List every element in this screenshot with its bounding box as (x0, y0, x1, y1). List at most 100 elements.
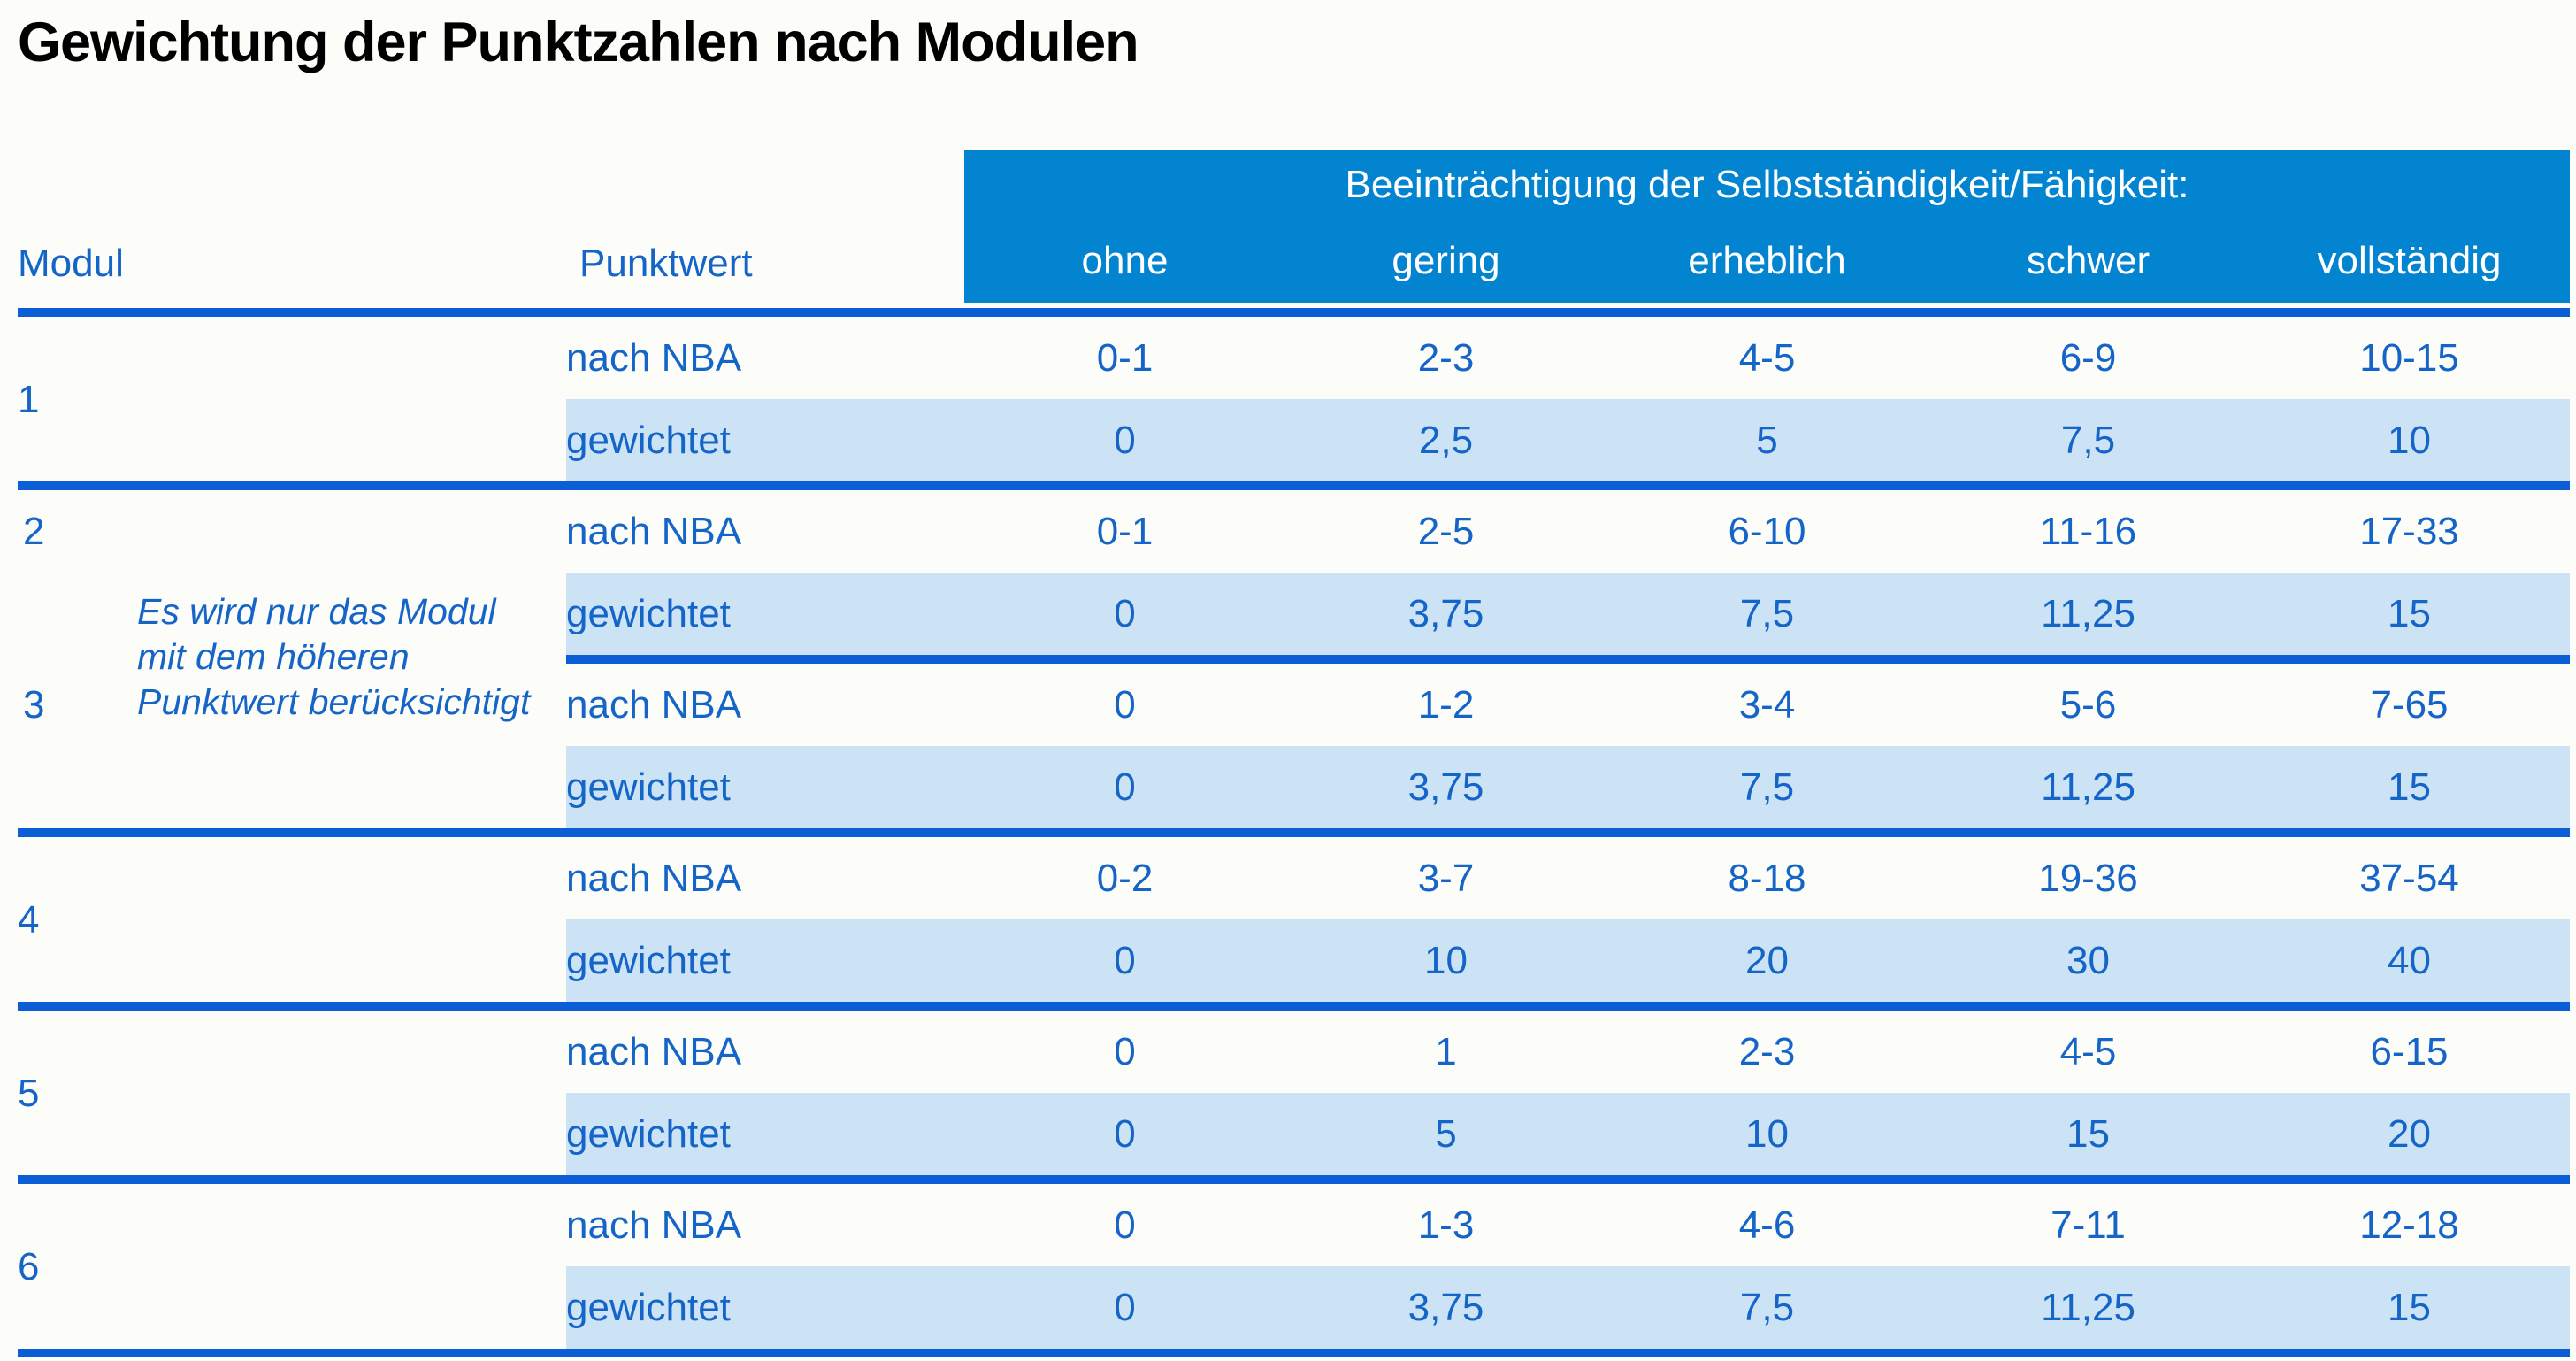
value-cell: 37-54 (2359, 856, 2459, 900)
value-cell: 3,75 (1285, 573, 1606, 655)
row-label-nach-nba: nach NBA (566, 856, 742, 900)
value-cell: 4-6 (1738, 1203, 1796, 1247)
module-number: 2 (23, 510, 45, 553)
value-cell: 0 (964, 919, 1285, 1002)
value-cell: 15 (2249, 1266, 2570, 1349)
group-header-row: Beeinträchtigung der Selbstständigkeit/F… (18, 150, 2570, 219)
value-cell: 15 (2249, 573, 2570, 655)
value-cell: 11,25 (1928, 573, 2249, 655)
value-cell: 15 (2249, 746, 2570, 828)
column-header-modul: Modul (18, 242, 124, 285)
value-cell: 0-1 (1096, 335, 1154, 380)
value-cell: 5 (1606, 399, 1928, 481)
table-row: gewichtet 0 3,75 7,5 11,25 15 (18, 1266, 2570, 1349)
column-header-punktwert: Punktwert (579, 242, 753, 285)
value-cell: 8-18 (1728, 856, 1806, 900)
value-cell: 2,5 (1285, 399, 1606, 481)
column-header-erheblich: erheblich (1606, 219, 1928, 308)
separator-row (18, 1002, 2570, 1011)
value-cell: 7,5 (1606, 1266, 1928, 1349)
value-cell: 0-2 (1096, 856, 1154, 900)
table-row: nach NBA 0 1-2 3-4 5-6 7-65 (18, 664, 2570, 746)
column-header-schwer: schwer (1928, 219, 2249, 308)
module-number: 4 (18, 897, 40, 942)
value-cell: 17-33 (2359, 509, 2459, 553)
column-header-vollstaendig: vollständig (2249, 219, 2570, 308)
module-number: 3 (23, 683, 45, 727)
value-cell: 0 (964, 1093, 1285, 1175)
table-row: 1 nach NBA 0-1 2-3 4-5 6-9 10-15 (18, 317, 2570, 421)
value-cell: 6-10 (1728, 509, 1806, 553)
value-cell: 11-16 (2039, 509, 2137, 553)
value-cell: 7,5 (1928, 399, 2249, 481)
table-row: 5 nach NBA 0 1 2-3 4-5 6-15 (18, 1011, 2570, 1115)
value-cell: 30 (1928, 919, 2249, 1002)
separator-row (18, 828, 2570, 837)
value-cell: 0 (1114, 1029, 1136, 1073)
column-header-ohne: ohne (964, 219, 1285, 308)
row-label-nach-nba: nach NBA (566, 1203, 742, 1247)
row-label-gewichtet: gewichtet (566, 746, 964, 828)
value-cell: 0 (964, 399, 1285, 481)
impairment-group-header: Beeinträchtigung der Selbstständigkeit/F… (964, 150, 2570, 219)
value-cell: 0-1 (1096, 509, 1154, 553)
separator-row (18, 481, 2570, 490)
value-cell: 5-6 (2059, 682, 2117, 727)
module-number: 5 (18, 1071, 40, 1115)
weighting-table: Beeinträchtigung der Selbstständigkeit/F… (18, 150, 2570, 1357)
value-cell: 6-15 (2370, 1029, 2449, 1073)
module-note-line: mit dem höheren (137, 636, 410, 677)
separator (18, 828, 2570, 837)
separator-row (18, 308, 2570, 317)
value-cell: 2-3 (1417, 335, 1475, 380)
value-cell: 10 (1285, 919, 1606, 1002)
value-cell: 3,75 (1285, 1266, 1606, 1349)
value-cell: 6-9 (2059, 335, 2117, 380)
value-cell: 15 (1928, 1093, 2249, 1175)
table-row: 2 Es wird nur das Modul mit dem höheren … (18, 490, 2570, 727)
value-cell: 2-3 (1738, 1029, 1796, 1073)
value-cell: 1 (1435, 1029, 1457, 1073)
table-row: gewichtet 0 5 10 15 20 (18, 1093, 2570, 1175)
separator (18, 1349, 2570, 1357)
value-cell: 1-2 (1417, 682, 1475, 727)
value-cell: 0 (964, 746, 1285, 828)
row-label-gewichtet: gewichtet (566, 1266, 964, 1349)
separator-row-partial (18, 655, 2570, 664)
separator (18, 308, 2570, 317)
value-cell: 2-5 (1417, 509, 1475, 553)
row-label-nach-nba: nach NBA (566, 1029, 742, 1073)
value-cell: 4-5 (2059, 1029, 2117, 1073)
row-label-nach-nba: nach NBA (566, 335, 742, 380)
value-cell: 0 (1114, 682, 1136, 727)
table-row: 4 nach NBA 0-2 3-7 8-18 19-36 37-54 (18, 837, 2570, 942)
header-spacer (18, 150, 964, 219)
value-cell: 3-7 (1417, 856, 1475, 900)
separator-row (18, 1175, 2570, 1184)
module-note: Es wird nur das Modul mit dem höheren Pu… (137, 589, 566, 725)
value-cell: 20 (2249, 1093, 2570, 1175)
separator (18, 1175, 2570, 1184)
table-row: gewichtet 0 3,75 7,5 11,25 15 (18, 573, 2570, 655)
table-row: 6 nach NBA 0 1-3 4-6 7-11 12-18 (18, 1184, 2570, 1288)
column-header-row: Modul Punktwert ohne gering erheblich sc… (18, 219, 2570, 308)
value-cell: 10-15 (2359, 335, 2459, 380)
value-cell: 7,5 (1606, 746, 1928, 828)
value-cell: 3,75 (1285, 746, 1606, 828)
table-row: gewichtet 0 10 20 30 40 (18, 919, 2570, 1002)
row-label-nach-nba: nach NBA (566, 509, 742, 553)
value-cell: 0 (964, 1266, 1285, 1349)
module-note-line: Punktwert berücksichtigt (137, 681, 531, 722)
row-label-nach-nba: nach NBA (566, 682, 742, 727)
module-note-line: Es wird nur das Modul (137, 591, 496, 632)
value-cell: 0 (1114, 1203, 1136, 1247)
value-cell: 3-4 (1738, 682, 1796, 727)
row-label-gewichtet: gewichtet (566, 399, 964, 481)
row-label-gewichtet: gewichtet (566, 919, 964, 1002)
value-cell: 4-5 (1738, 335, 1796, 380)
value-cell: 40 (2249, 919, 2570, 1002)
module-2-3-cell: 2 Es wird nur das Modul mit dem höheren … (18, 490, 566, 828)
value-cell: 10 (1606, 1093, 1928, 1175)
table-row: gewichtet 0 2,5 5 7,5 10 (18, 399, 2570, 481)
